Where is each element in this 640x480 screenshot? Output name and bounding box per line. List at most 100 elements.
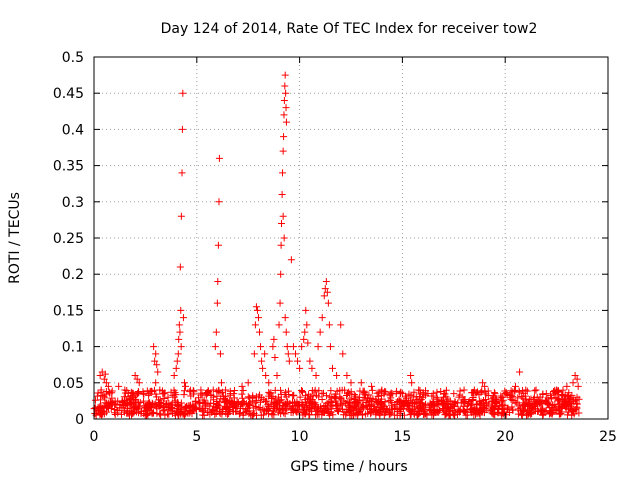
data-point	[495, 405, 503, 413]
data-point	[569, 379, 577, 387]
data-point	[214, 241, 222, 249]
data-point	[281, 314, 289, 322]
data-point	[276, 396, 284, 404]
data-point	[203, 390, 211, 398]
y-tick-label: 0.05	[53, 376, 84, 392]
data-point	[173, 357, 181, 365]
data-point	[100, 392, 108, 400]
data-point	[226, 387, 234, 395]
data-point	[299, 408, 307, 416]
data-point	[135, 405, 143, 413]
data-point	[296, 364, 304, 372]
y-tick-label: 0.45	[53, 86, 84, 102]
data-point	[559, 386, 567, 394]
data-point	[268, 394, 276, 402]
data-point	[337, 321, 345, 329]
data-point	[176, 263, 184, 271]
data-point	[281, 71, 289, 79]
data-point	[554, 397, 562, 405]
data-point	[291, 350, 299, 358]
data-point	[517, 392, 525, 400]
data-point	[303, 394, 311, 402]
data-point	[282, 104, 290, 112]
data-point	[470, 411, 478, 419]
data-point	[298, 343, 306, 351]
data-point	[402, 396, 410, 404]
data-point	[213, 387, 221, 395]
data-point	[515, 387, 523, 395]
data-point	[316, 328, 324, 336]
data-point	[535, 396, 543, 404]
data-point	[394, 397, 402, 405]
data-point	[411, 403, 419, 411]
data-point	[351, 395, 359, 403]
data-point	[528, 410, 536, 418]
y-tick-label: 0.2	[62, 267, 84, 283]
data-point	[267, 389, 275, 397]
data-point	[460, 386, 468, 394]
data-point	[261, 350, 269, 358]
data-point	[354, 409, 362, 417]
data-point	[542, 396, 550, 404]
data-point	[471, 406, 479, 414]
data-point	[554, 387, 562, 395]
data-point	[518, 411, 526, 419]
data-point	[378, 386, 386, 394]
data-point	[266, 390, 274, 398]
data-point	[531, 387, 539, 395]
data-point	[574, 382, 582, 390]
data-point	[360, 390, 368, 398]
data-point	[428, 411, 436, 419]
data-point	[131, 372, 139, 380]
data-point	[368, 382, 376, 390]
data-point	[325, 410, 333, 418]
data-point	[97, 402, 105, 410]
y-tick-label: 0	[75, 412, 84, 428]
data-point	[255, 404, 263, 412]
data-point	[97, 386, 105, 394]
data-point	[380, 390, 388, 398]
data-point	[298, 401, 306, 409]
data-point	[149, 400, 157, 408]
data-point	[323, 399, 331, 407]
data-point	[347, 403, 355, 411]
data-point	[303, 321, 311, 329]
axis-ticks: 0 0.05 0.1 0.15 0.2 0.25 0.3 0.35 0.4 0.45 0.5 0 5 10…	[53, 50, 617, 445]
data-point	[313, 410, 321, 418]
data-point	[256, 391, 264, 399]
data-point	[172, 408, 180, 416]
y-tick-label: 0.15	[53, 303, 84, 319]
data-point	[164, 393, 172, 401]
data-point	[214, 277, 222, 285]
data-point	[178, 125, 186, 133]
data-point	[572, 396, 580, 404]
data-point	[305, 390, 313, 398]
data-point	[118, 410, 126, 418]
data-point	[302, 403, 310, 411]
data-point	[152, 350, 160, 358]
data-point	[475, 409, 483, 417]
data-point	[280, 96, 288, 104]
data-point	[339, 350, 347, 358]
data-point	[153, 361, 161, 369]
data-point	[507, 391, 515, 399]
data-point	[270, 335, 278, 343]
data-point	[429, 390, 437, 398]
data-point	[509, 406, 517, 414]
data-point	[277, 241, 285, 249]
data-point	[140, 397, 148, 405]
data-point	[282, 400, 290, 408]
data-point	[167, 403, 175, 411]
data-point	[99, 407, 107, 415]
data-point	[451, 411, 459, 419]
data-point	[568, 407, 576, 415]
data-point	[109, 399, 117, 407]
data-point	[497, 394, 505, 402]
data-point	[140, 390, 148, 398]
data-point	[328, 364, 336, 372]
data-point	[408, 379, 416, 387]
data-point	[258, 357, 266, 365]
data-point	[181, 382, 189, 390]
data-point	[312, 372, 320, 380]
data-point	[328, 393, 336, 401]
